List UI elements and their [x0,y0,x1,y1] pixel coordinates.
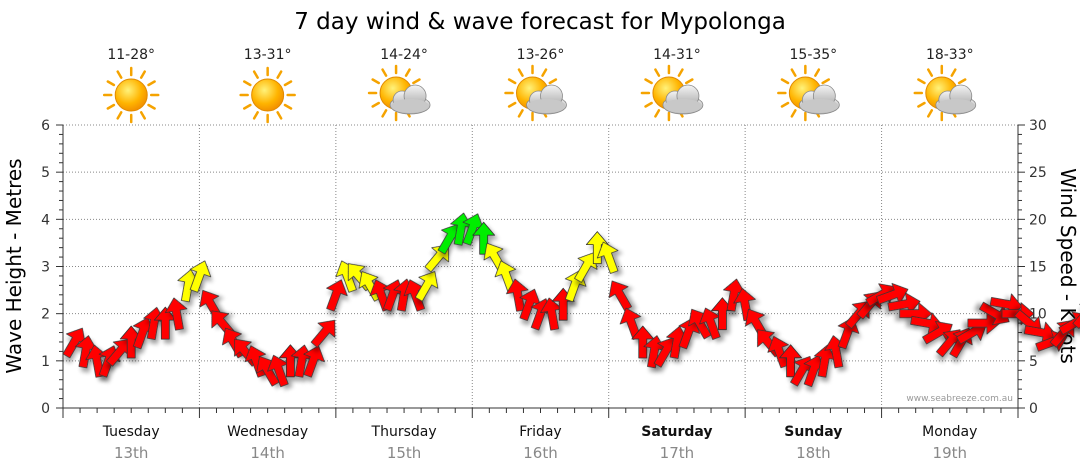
wind-arrow [596,241,619,274]
temperature-range: 14-24° [380,47,428,63]
day-date: 16th [523,444,557,462]
right-tick-label: 25 [1029,165,1047,181]
left-axis-label: Wave Height - Metres [2,158,26,373]
wind-arrow [310,319,336,348]
day-date: 14th [250,444,284,462]
wind-arrow [506,278,529,312]
right-tick-label: 15 [1029,260,1047,276]
temperature-range: 15-35° [790,47,838,63]
left-tick-label: 2 [41,307,50,323]
day-name: Saturday [641,424,712,440]
wind-arrow [472,221,496,255]
right-tick-label: 5 [1029,354,1038,370]
left-tick-label: 4 [41,212,50,228]
weather-icons: 11-28° 13-31° 14-24° 13-26° 14-31° 15-35° 18-3… [102,47,977,124]
wind-arrow [608,280,632,312]
wind-arrow [303,345,325,378]
sun-cloud-icon [367,64,431,122]
right-tick-label: 10 [1029,307,1047,323]
day-date: 19th [933,444,967,462]
temperature-range: 14-31° [653,47,701,63]
day-name: Sunday [784,424,842,440]
day-labels: Tuesday 13th Wednesday 14th Thursday 15th Frid… [102,424,978,462]
left-tick-label: 0 [41,401,50,417]
wind-arrow [678,317,701,350]
right-tick-label: 20 [1029,212,1047,228]
day-date: 15th [387,444,421,462]
day-date: 13th [114,444,148,462]
wind-arrow [189,260,212,293]
day-name: Friday [519,424,561,440]
wind-arrow [1072,301,1080,329]
temperature-range: 13-26° [517,47,565,63]
left-tick-label: 5 [41,165,50,181]
chart-title: 7 day wind & wave forecast for Mypolonga [294,9,786,35]
day-name: Monday [922,424,977,440]
wind-arrow [767,335,789,369]
wind-arrow [922,321,953,345]
day-date: 18th [796,444,830,462]
sun-cloud-icon [640,64,704,122]
day-date: 17th [660,444,694,462]
wind-arrow [414,271,439,302]
temperature-range: 13-31° [244,47,292,63]
sun-cloud-icon [504,64,567,122]
left-tick-label: 6 [41,118,50,134]
sun-icon [102,66,160,124]
left-tick-label: 3 [41,260,50,276]
temperature-range: 18-33° [926,47,974,63]
right-tick-label: 0 [1029,401,1038,417]
axis-ticks: 0 1 2 3 4 5 6 0 5 10 15 20 25 30 [41,118,1047,418]
sun-cloud-icon [777,64,840,122]
wind-arrow [574,252,598,283]
day-name: Thursday [371,424,437,440]
sun-cloud-icon [913,64,977,122]
wind-arrows [62,212,1080,388]
day-name: Wednesday [227,424,308,440]
left-tick-label: 1 [41,354,50,370]
sun-icon [239,66,296,124]
right-tick-label: 30 [1029,118,1047,134]
wind-arrow [779,344,802,378]
wind-arrow [164,297,188,331]
day-name: Tuesday [102,424,160,440]
temperature-range: 11-28° [107,47,155,63]
wind-arrow [326,279,348,312]
credit-text: www.seabreeze.com.au [906,394,1013,404]
